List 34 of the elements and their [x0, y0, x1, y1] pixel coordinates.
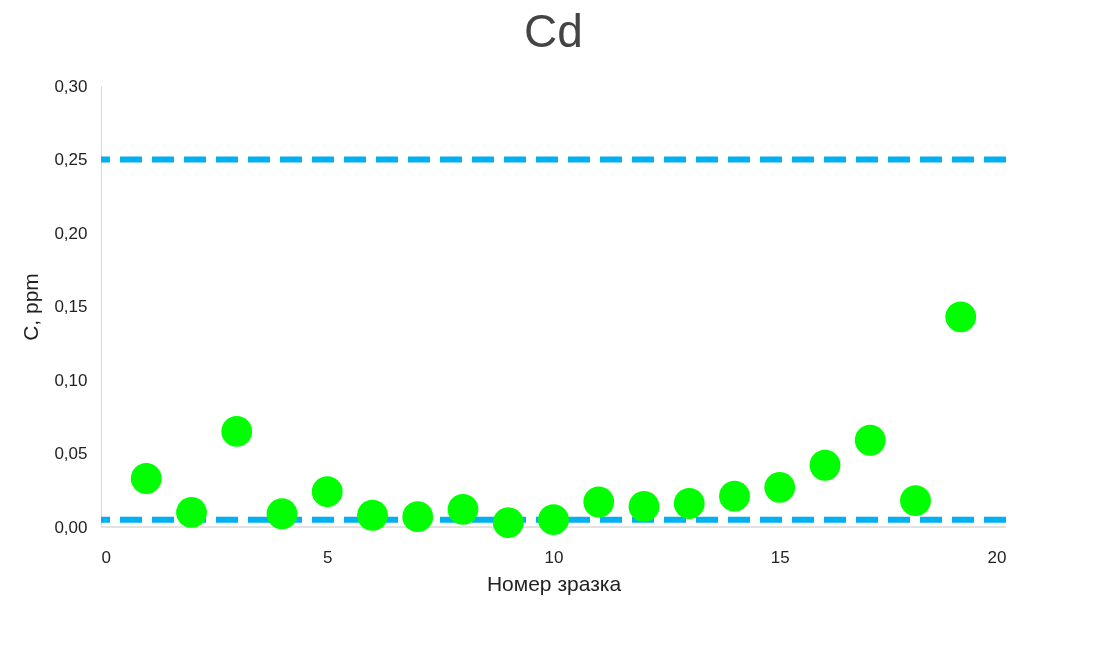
x-tick-label: 15	[770, 547, 790, 567]
point	[447, 493, 479, 525]
point	[628, 491, 660, 522]
point	[764, 471, 796, 503]
point	[583, 486, 615, 518]
y-tick-label: 0,20	[54, 223, 88, 243]
point	[221, 416, 253, 447]
x-tick-label: 20	[987, 547, 1007, 567]
point	[311, 476, 343, 508]
point	[538, 504, 569, 536]
point	[900, 485, 931, 516]
y-tick-label: 0,15	[54, 297, 88, 316]
point	[945, 301, 977, 333]
point	[492, 507, 524, 538]
y-tick-label: 0,10	[54, 370, 88, 390]
point	[809, 449, 841, 481]
point	[719, 480, 750, 512]
y-tick-label: 0,25	[54, 150, 88, 169]
y-tick-label: 0,05	[54, 444, 88, 463]
x-tick-label: 0	[101, 547, 111, 567]
point	[854, 424, 886, 456]
y-axis-title: C, ppm	[19, 273, 43, 341]
point	[402, 501, 434, 533]
x-tick-label: 10	[544, 547, 564, 567]
point	[176, 496, 207, 528]
y-tick-label: 0,30	[54, 76, 88, 96]
x-tick-label: 5	[323, 547, 333, 567]
point	[357, 499, 388, 531]
point	[673, 488, 705, 519]
y-tick-label: 0,00	[54, 517, 88, 537]
point	[130, 463, 162, 494]
point	[266, 498, 298, 530]
x-axis-title: Номер зразка	[486, 571, 622, 595]
chart-title: Cd	[524, 5, 583, 57]
